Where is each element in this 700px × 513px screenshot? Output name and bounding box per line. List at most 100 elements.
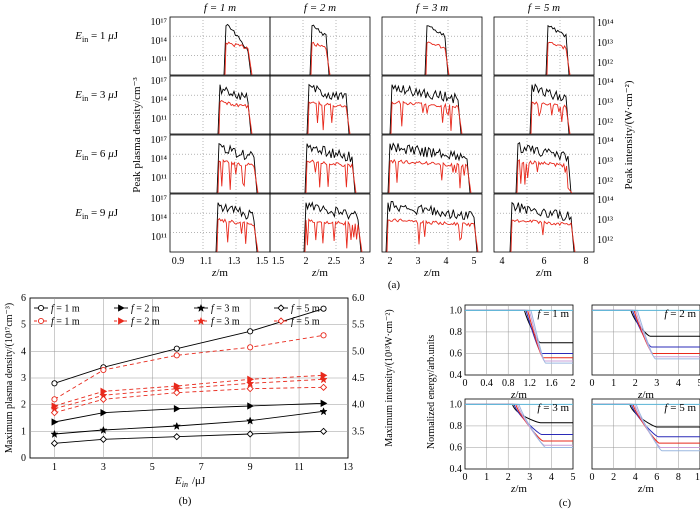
a-right-tick: 10¹² (597, 117, 613, 128)
a-row-label-4: Ein = 9 μJ (74, 207, 118, 221)
a-density-trace (389, 84, 462, 135)
a-subplot-r4-c1: 10¹⁷ 10¹⁴ 10¹¹ (151, 193, 271, 253)
b-point (172, 421, 181, 431)
a-left-tick: 10¹⁷ (151, 17, 168, 28)
b-point (319, 407, 328, 416)
b-y2-tick: 5.5 (352, 320, 365, 331)
a-x-tick: 6 (542, 256, 547, 267)
panel-label-b: (b) (179, 495, 192, 507)
b-legend-marker (277, 304, 285, 312)
a-right-tick: 10¹⁴ (597, 136, 614, 147)
a-x-tick: 4 (500, 256, 505, 267)
b-legend-marker (277, 317, 285, 325)
panel-label-c: (c) (559, 497, 572, 509)
c-x-tick: 8 (676, 472, 681, 483)
c-subplot-title: f = 2 m (664, 308, 696, 320)
b-point (173, 404, 181, 413)
c-y-tick: 0.6 (450, 442, 463, 453)
a-left-tick: 10¹¹ (151, 55, 167, 66)
b-point (173, 352, 180, 359)
c-x-tick: 3 (527, 472, 532, 483)
c-x-tick: 3 (654, 378, 659, 389)
a-density-trace (545, 24, 570, 76)
c-subplot-1: 1.00.80.60.40 0.4 0.8 1.2 1.6 2f = 1 mz/m (450, 304, 576, 401)
a-xlabel: z/m (211, 267, 228, 279)
a-subplot-r3-c1: 10¹⁷ 10¹⁴ 10¹¹ (151, 134, 271, 194)
a-subplot-frame (269, 75, 371, 135)
a-density-trace (304, 143, 356, 194)
c-x-tick: 4 (549, 472, 554, 483)
b-ylabel: Maximum plasma density/(10¹⁷cm⁻³) (4, 303, 15, 453)
a-left-tick: 10¹¹ (151, 173, 167, 184)
b-point (247, 344, 254, 351)
b-legend: f = 1 m f = 2 m f = 3 m f = 5 m f = 1 m f = 2… (34, 304, 320, 328)
b-y2label: Maximum intensity/(10¹³W·cm⁻²) (384, 309, 395, 446)
panel-b-maximum-density-intensity: 1 3 5 7 9 11 1301234563.54.04.55.05.56.0Maximu… (4, 293, 395, 489)
b-x-tick: 1 (52, 462, 57, 473)
c-x-tick: 5 (571, 472, 576, 483)
a-intensity-trace (216, 217, 259, 253)
c-x-tick: 4 (676, 378, 681, 389)
b-legend-marker (37, 304, 45, 312)
a-row-label-1: Ein = 1 μJ (74, 30, 118, 44)
b-point (320, 399, 328, 408)
c-xlabel: z/m (510, 389, 527, 401)
b-point (173, 345, 180, 352)
b-point (320, 332, 327, 339)
c-frame (591, 304, 700, 376)
c-x-tick: 2 (633, 378, 638, 389)
b-legend-marker (118, 317, 125, 325)
c-x-tick: 10 (695, 472, 700, 483)
a-subplot-frame (493, 16, 595, 76)
b-series-line (54, 386, 324, 414)
a-subplot-r4-c4: 10¹⁴ 10¹³ 10¹² (493, 193, 614, 253)
a-density-trace (509, 201, 575, 253)
c-x-tick: 1.2 (524, 378, 537, 389)
b-series-line (54, 374, 324, 407)
b-y-tick: 0 (21, 453, 26, 464)
a-intensity-trace (224, 41, 253, 76)
a-right-tick: 10¹³ (597, 97, 613, 108)
c-x-tick: 0 (463, 378, 468, 389)
b-series-4 (50, 427, 328, 447)
panel-a-peak-density-intensity: f = 1 m f = 2 m f = 3 m f = 5 m Ein = 1 μJ Ei… (74, 2, 635, 279)
a-col-title-2: f = 2 m (304, 2, 336, 14)
a-left-tick: 10¹¹ (151, 232, 167, 243)
a-subplot-frame (169, 16, 271, 76)
b-y2-tick: 4.0 (352, 400, 365, 411)
a-row-label-3: Ein = 6 μJ (74, 148, 118, 162)
b-xlabel: Ein (174, 475, 188, 489)
a-density-trace (515, 141, 572, 194)
a-subplot-frame (381, 193, 483, 253)
b-point (247, 402, 254, 410)
a-x-tick: 1.3 (228, 256, 241, 267)
c-x-tick: 1 (484, 472, 489, 483)
a-subplot-frame (269, 16, 371, 76)
a-xlabel: z/m (423, 267, 440, 279)
b-legend-label: f = 2 m (131, 317, 160, 328)
b-y2-tick: 6.0 (352, 293, 365, 304)
b-point (320, 305, 327, 312)
a-intensity-trace (510, 219, 576, 253)
a-intensity-trace (546, 41, 571, 76)
a-xlabel: z/m (535, 267, 552, 279)
b-series-line (54, 430, 324, 444)
b-legend-marker (196, 303, 206, 313)
a-density-trace (216, 142, 258, 194)
c-y-tick: 1.0 (450, 399, 463, 410)
b-point (319, 383, 328, 391)
b-legend-marker (118, 304, 125, 312)
b-legend-label: f = 2 m (131, 304, 160, 315)
a-subplot-frame (493, 193, 595, 253)
c-subplot-title: f = 5 m (664, 402, 696, 414)
c-x-tick: 0 (463, 472, 468, 483)
a-left-ylabel: Peak plasma density/cm⁻³ (131, 77, 143, 193)
a-x-tick: 2 (388, 256, 393, 267)
a-subplot-r3-c2 (269, 134, 371, 194)
a-density-trace (303, 201, 362, 253)
c-xlabel: z/m (637, 389, 654, 401)
a-intensity-trace (388, 158, 472, 194)
c-x-tick: 0.4 (480, 378, 493, 389)
a-left-tick: 10¹⁷ (151, 194, 168, 205)
a-density-trace (309, 24, 330, 76)
